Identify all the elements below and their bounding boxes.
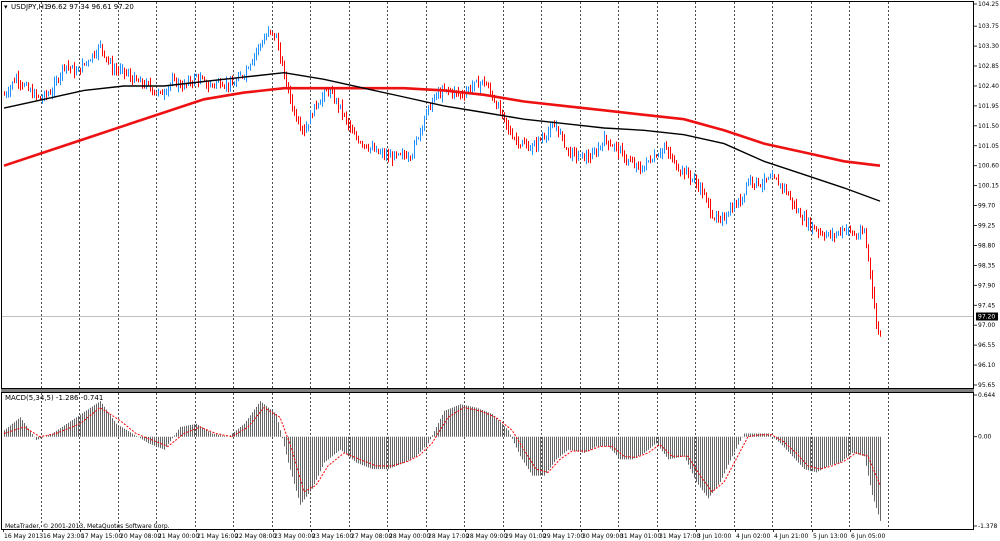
- time-tick-label: 30 May 09:00: [582, 533, 623, 540]
- time-tick-label: 31 May 01:00: [620, 533, 661, 540]
- macd-tick-label: 0.00: [978, 434, 992, 441]
- price-tick-label: 97.90: [978, 282, 995, 289]
- time-tick-label: 29 May 17:00: [543, 533, 584, 540]
- macd-axis: 0.644 0.00 -1.378: [974, 392, 998, 530]
- moving-average-fast: [3, 71, 881, 202]
- symbol-label: USDJPY,H1: [11, 3, 48, 11]
- time-tick-label: 21 May 00:00: [158, 533, 199, 540]
- time-tick-label: 5 Jun 13:00: [813, 533, 847, 540]
- price-tick-label: 101.95: [978, 103, 999, 110]
- time-tick-label: 28 May 00:00: [389, 533, 430, 540]
- price-tick-label: 97.45: [978, 302, 995, 309]
- moving-average-slow: [3, 86, 881, 167]
- price-tick-label: 101.05: [978, 143, 999, 150]
- price-axis: 104.25 103.75 103.30 102.85 102.40 101.95 101.…: [974, 1, 999, 389]
- time-tick-label: 20 May 08:00: [120, 533, 161, 540]
- time-tick-label: 4 Jun 21:00: [774, 533, 808, 540]
- macd-tick-label: 0.644: [978, 392, 995, 399]
- price-tick-label: 100.60: [978, 163, 999, 170]
- time-tick-label: 17 May 15:00: [81, 533, 122, 540]
- time-tick-label: 23 May 00:00: [274, 533, 315, 540]
- macd-panel: [1, 392, 974, 530]
- time-tick-label: 4 Jun 02:00: [736, 533, 770, 540]
- time-tick-label: 27 May 08:00: [351, 533, 392, 540]
- price-tick-label: 102.40: [978, 83, 999, 90]
- price-tick-label: 96.55: [978, 342, 995, 349]
- price-tick-label: 103.75: [978, 23, 999, 30]
- price-tick-label: 99.70: [978, 203, 995, 210]
- ohlc-text: 96.62 97.34 96.61 97.20: [47, 3, 134, 11]
- time-tick-label: 16 May 2013: [4, 533, 43, 540]
- price-tick-label: 98.35: [978, 262, 995, 269]
- price-tick-label: 104.25: [978, 1, 999, 8]
- price-series: [4, 26, 881, 337]
- current-price-label: 97.20: [978, 314, 995, 321]
- time-tick-label: 16 May 23:00: [43, 533, 84, 540]
- time-tick-label: 3 Jun 10:00: [697, 533, 731, 540]
- price-panel: [1, 1, 974, 389]
- macd-tick-label: -1.378: [978, 523, 998, 530]
- time-tick-label: 21 May 16:00: [197, 533, 238, 540]
- macd-indicator-label: MACD(5,34,5) -1.286 -0.741: [5, 394, 103, 402]
- price-tick-label: 100.15: [978, 183, 999, 190]
- price-tick-label: 103.30: [978, 43, 999, 50]
- price-tick-label: 98.80: [978, 242, 995, 249]
- time-tick-label: 6 Jun 05:00: [851, 533, 885, 540]
- time-tick-label: 29 May 01:00: [505, 533, 546, 540]
- price-tick-label: 95.65: [978, 382, 995, 389]
- macd-histogram: [4, 401, 881, 521]
- price-tick-label: 102.85: [978, 63, 999, 70]
- price-tick-label: 96.10: [978, 362, 995, 369]
- panel-separator[interactable]: [1, 389, 974, 392]
- copyright-text: MetaTrader, © 2001-2013, MetaQuotes Soft…: [5, 523, 170, 530]
- chart-menu-arrow[interactable]: ▾: [4, 3, 8, 11]
- price-tick-label: 101.50: [978, 123, 999, 130]
- grid-lines: [41, 2, 889, 529]
- current-price-tag: 97.20: [976, 312, 998, 321]
- time-tick-label: 28 May 09:00: [466, 533, 507, 540]
- time-tick-label: 31 May 17:00: [659, 533, 700, 540]
- time-tick-label: 23 May 16:00: [312, 533, 353, 540]
- time-tick-label: 22 May 08:00: [235, 533, 276, 540]
- price-tick-label: 97.00: [978, 322, 995, 329]
- price-tick-label: 99.25: [978, 223, 995, 230]
- time-tick-label: 28 May 17:00: [428, 533, 469, 540]
